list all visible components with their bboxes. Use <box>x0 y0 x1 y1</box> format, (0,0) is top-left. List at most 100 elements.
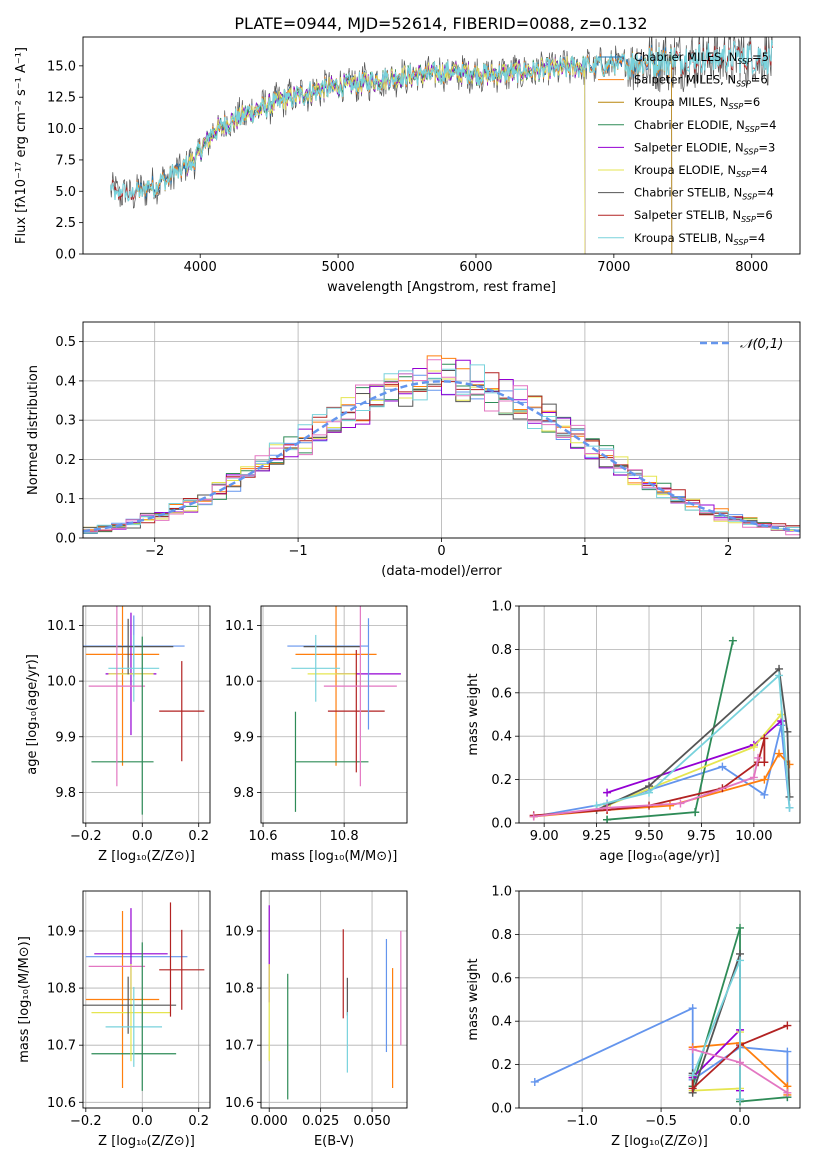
weight-vs-age-xtick-label: 9.50 <box>635 829 664 844</box>
weight-vs-z-ytick-label: 0.0 <box>491 1102 512 1117</box>
weight-point-marker <box>718 762 727 771</box>
age-vs-mass-plot-area <box>287 606 401 812</box>
residuals-ytick-label: 0.0 <box>55 532 76 547</box>
age-vs-mass-xtick-label: 10.8 <box>330 829 359 844</box>
weight-vs-z-xtick-label: −0.5 <box>645 1114 677 1129</box>
weight-vs-age-frame <box>518 605 801 824</box>
legend-entry-label: Kroupa STELIB, NSSP=4 <box>634 231 765 247</box>
age-vs-z-ytick-label: 10.1 <box>47 619 76 634</box>
mass-vs-z-plot-area <box>83 902 205 1091</box>
residuals-ylabel: Normed distribution <box>26 365 41 495</box>
spectrum-series-line <box>136 46 673 254</box>
weight-vs-z-xtick-label: 0.0 <box>730 1114 751 1129</box>
weight-vs-age-xtick-label: 9.25 <box>582 829 611 844</box>
residuals-frame <box>82 321 801 539</box>
spectrum-frame <box>82 36 801 255</box>
residuals-ytick-label: 0.2 <box>55 453 76 468</box>
weight-point-marker <box>530 1077 539 1086</box>
mass-vs-ebv-xtick-label: 0.000 <box>251 1114 288 1129</box>
weight-vs-age-xtick-label: 9.00 <box>530 829 559 844</box>
weight-point-marker <box>688 1004 697 1013</box>
age-vs-z-xtick-label: 0.0 <box>132 829 153 844</box>
spectrum-ytick-label: 5.0 <box>55 185 76 200</box>
weight-vs-age-ytick-label: 0.4 <box>491 730 512 745</box>
weight-point-marker <box>603 788 612 797</box>
weight-point-marker <box>775 671 784 680</box>
mass-vs-z-ytick-label: 10.6 <box>47 1096 76 1111</box>
spectrum-xlabel: wavelength [Angstrom, rest frame] <box>327 280 556 295</box>
age-vs-z-ytick-label: 9.9 <box>55 730 76 745</box>
spectrum-ytick-label: 7.5 <box>55 153 76 168</box>
spectrum-ylabel: Flux [fλ10⁻¹⁷ erg cm⁻² s⁻¹ A⁻¹] <box>14 47 29 244</box>
weight-point-marker <box>736 923 745 932</box>
weight-point-marker <box>728 636 737 645</box>
weight-point-marker <box>688 1071 697 1080</box>
mass-vs-z-ytick-label: 10.8 <box>47 982 76 997</box>
weight-point-marker <box>783 727 792 736</box>
weight-point-marker <box>736 956 745 965</box>
spectrum-plot-area <box>110 37 773 254</box>
weight-series-line <box>596 673 791 808</box>
weight-series-line <box>534 1006 789 1098</box>
age-vs-mass-ytick-label: 10.1 <box>225 619 254 634</box>
weight-point-marker <box>603 803 612 812</box>
weight-vs-z-ytick-label: 0.2 <box>491 1058 512 1073</box>
age-vs-mass-ytick-label: 10.0 <box>225 675 254 690</box>
age-vs-z-frame <box>82 605 211 824</box>
legend-entry-label: 𝒩(0,1) <box>740 337 783 352</box>
weight-point-marker <box>785 803 794 812</box>
spectrum-xtick-label: 5000 <box>322 260 355 275</box>
weight-vs-age-ytick-label: 0.8 <box>491 643 512 658</box>
weight-point-marker <box>775 749 784 758</box>
residuals-panel: −2 −1 0 1 2 0.0 0.1 0.2 0.3 0.4 0.5 (data-model)/er… <box>26 321 801 579</box>
age-vs-z-plot-area <box>83 606 205 815</box>
weight-point-marker <box>749 773 758 782</box>
age-vs-z-xtick-label: 0.2 <box>188 829 209 844</box>
weight-vs-z-plot-area <box>530 923 792 1106</box>
mass-vs-z-ytick-label: 10.7 <box>47 1039 76 1054</box>
weight-vs-age-ytick-label: 0.0 <box>491 817 512 832</box>
mass-vs-ebv-xtick-label: 0.025 <box>302 1114 339 1129</box>
weight-point-marker <box>688 1084 697 1093</box>
weight-vs-z-frame <box>518 890 801 1109</box>
weight-vs-z-ytick-label: 0.6 <box>491 971 512 986</box>
residuals-ytick-label: 0.5 <box>55 335 76 350</box>
weight-point-marker <box>736 1095 745 1104</box>
weight-point-marker <box>754 753 763 762</box>
age-vs-z-panel: −0.2 0.0 0.2 9.8 9.9 10.0 10.1 Z [log₁₀(Z/Z⊙)] a… <box>25 605 211 864</box>
residuals-ytick-label: 0.4 <box>55 374 76 389</box>
age-vs-mass-ytick-label: 9.8 <box>233 786 254 801</box>
mass-vs-z-frame <box>82 890 211 1109</box>
weight-point-marker <box>760 758 769 767</box>
residuals-plot-area <box>83 355 800 538</box>
age-vs-mass-ytick-label: 9.9 <box>233 730 254 745</box>
weight-vs-z-xtick-label: −1.0 <box>566 1114 598 1129</box>
legend-entry-label: Chabrier ELODIE, NSSP=4 <box>634 118 776 134</box>
weight-vs-age-ylabel: mass weight <box>466 673 481 755</box>
residuals-xlabel: (data-model)/error <box>381 564 502 579</box>
mass-vs-ebv-ytick-label: 10.8 <box>225 982 254 997</box>
spectrum-ytick-label: 12.5 <box>47 91 76 106</box>
weight-vs-age-panel: 9.00 9.25 9.50 9.75 10.00 0.0 0.2 0.4 0.6 0.8 1.0 a… <box>466 600 801 864</box>
spectrum-xtick-label: 4000 <box>184 260 217 275</box>
mass-vs-ebv-xtick-label: 0.050 <box>353 1114 390 1129</box>
residuals-xtick-label: −1 <box>289 544 308 559</box>
residuals-xtick-label: 1 <box>581 544 589 559</box>
spectrum-series-line <box>110 39 773 202</box>
weight-vs-z-panel: −1.0 −0.5 0.0 0.0 0.2 0.4 0.6 0.8 1.0 Z [log₁₀(Z/… <box>466 885 801 1149</box>
legend-entry-label: Chabrier MILES, NSSP=5 <box>634 50 769 66</box>
weight-point-marker <box>529 812 538 821</box>
weight-vs-z-ytick-label: 0.8 <box>491 928 512 943</box>
weight-point-marker <box>760 734 769 743</box>
age-vs-z-xlabel: Z [log₁₀(Z/Z⊙)] <box>98 849 195 864</box>
weight-vs-age-xtick-label: 9.75 <box>687 829 716 844</box>
spectrum-xtick-label: 6000 <box>459 260 492 275</box>
mass-vs-z-ytick-label: 10.9 <box>47 924 76 939</box>
weight-vs-age-ytick-label: 0.6 <box>491 686 512 701</box>
weight-point-marker <box>783 1021 792 1030</box>
weight-point-marker <box>603 815 612 823</box>
weight-vs-age-plot-area <box>529 636 794 823</box>
mass-vs-ebv-plot-area <box>268 905 402 1100</box>
mass-vs-z-xlabel: Z [log₁₀(Z/Z⊙)] <box>98 1134 195 1149</box>
